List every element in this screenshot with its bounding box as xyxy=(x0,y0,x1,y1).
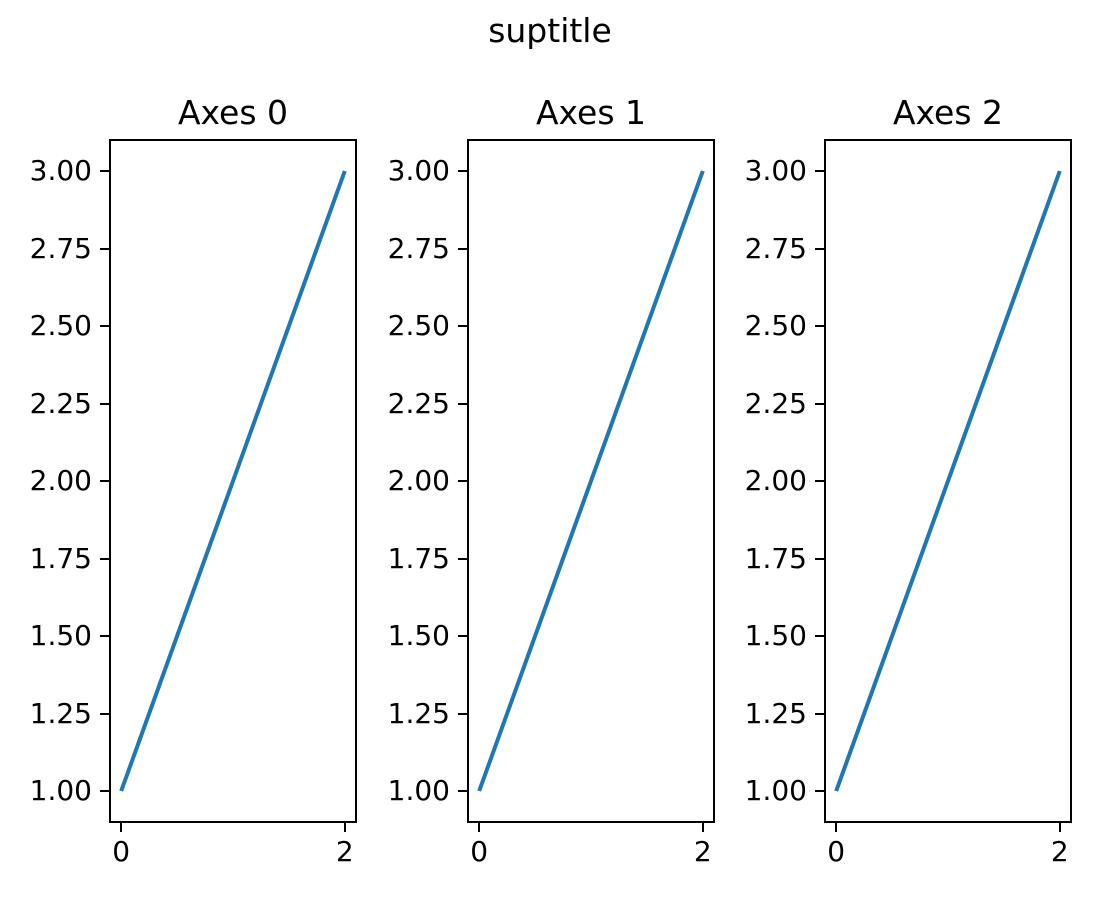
y-tick-label: 1.75 xyxy=(387,541,450,575)
y-tick-label: 2.50 xyxy=(29,309,92,342)
y-tick-label: 1.50 xyxy=(29,619,92,652)
y-tick xyxy=(100,170,109,172)
y-tick xyxy=(458,247,467,250)
y-tick xyxy=(458,170,467,172)
y-tick xyxy=(815,402,824,405)
y-tick xyxy=(100,557,109,560)
y-tick-label: 1.00 xyxy=(744,774,807,807)
y-tick-label: 1.50 xyxy=(744,619,807,652)
y-tick-label: 2.00 xyxy=(387,464,450,497)
y-tick xyxy=(458,557,467,560)
y-tick xyxy=(815,170,824,172)
axes-frame xyxy=(109,139,357,823)
y-tick xyxy=(815,480,824,482)
x-tick-label: 0 xyxy=(827,835,846,868)
y-tick-label: 2.25 xyxy=(29,386,92,420)
x-tick-label: 0 xyxy=(470,835,489,868)
y-tick xyxy=(458,635,467,637)
y-tick-label: 1.75 xyxy=(29,541,92,575)
axes-title: Axes 0 xyxy=(177,93,289,132)
axes-frame xyxy=(467,139,715,823)
line-series xyxy=(834,170,1062,792)
line-series xyxy=(119,170,347,792)
y-tick-label: 2.75 xyxy=(387,231,450,265)
axes-title: Axes 1 xyxy=(535,93,647,132)
y-tick xyxy=(100,325,109,327)
y-tick xyxy=(815,790,824,792)
x-tick-label: 0 xyxy=(112,835,131,868)
y-tick xyxy=(815,635,824,637)
y-tick-label: 1.25 xyxy=(387,696,450,730)
y-tick-label: 1.00 xyxy=(387,774,450,807)
y-tick xyxy=(100,480,109,482)
y-tick xyxy=(100,790,109,792)
y-tick xyxy=(458,325,467,327)
y-tick-label: 1.00 xyxy=(29,774,92,807)
x-tick-label: 2 xyxy=(693,835,712,868)
y-tick-label: 2.75 xyxy=(744,231,807,265)
y-tick xyxy=(458,480,467,482)
x-tick xyxy=(120,823,123,832)
y-tick xyxy=(458,402,467,405)
y-tick xyxy=(815,557,824,560)
y-tick-label: 1.25 xyxy=(29,696,92,730)
y-tick xyxy=(100,635,109,637)
x-tick xyxy=(701,823,704,832)
y-tick-label: 3.00 xyxy=(744,154,807,187)
figure-suptitle: suptitle xyxy=(488,11,612,50)
y-tick xyxy=(815,325,824,327)
x-tick xyxy=(835,823,838,832)
y-tick-label: 2.00 xyxy=(29,464,92,497)
y-tick-label: 1.50 xyxy=(387,619,450,652)
x-tick-label: 2 xyxy=(335,835,354,868)
y-tick-label: 2.75 xyxy=(29,231,92,265)
y-tick xyxy=(458,790,467,792)
y-tick xyxy=(100,247,109,250)
y-tick-label: 1.75 xyxy=(744,541,807,575)
line-series xyxy=(477,170,705,792)
y-tick-label: 2.25 xyxy=(744,386,807,420)
y-tick-label: 3.00 xyxy=(387,154,450,187)
x-tick xyxy=(343,823,346,832)
x-tick-label: 2 xyxy=(1050,835,1069,868)
y-tick-label: 2.50 xyxy=(744,309,807,342)
x-tick xyxy=(478,823,481,832)
y-tick xyxy=(815,247,824,250)
y-tick xyxy=(100,712,109,715)
y-tick-label: 2.25 xyxy=(387,386,450,420)
axes-title: Axes 2 xyxy=(892,93,1004,132)
y-tick xyxy=(100,402,109,405)
y-tick xyxy=(458,712,467,715)
y-tick-label: 2.00 xyxy=(744,464,807,497)
axes-frame xyxy=(824,139,1072,823)
x-tick xyxy=(1058,823,1061,832)
y-tick xyxy=(815,712,824,715)
y-tick-label: 1.25 xyxy=(744,696,807,730)
y-tick-label: 2.50 xyxy=(387,309,450,342)
y-tick-label: 3.00 xyxy=(29,154,92,187)
